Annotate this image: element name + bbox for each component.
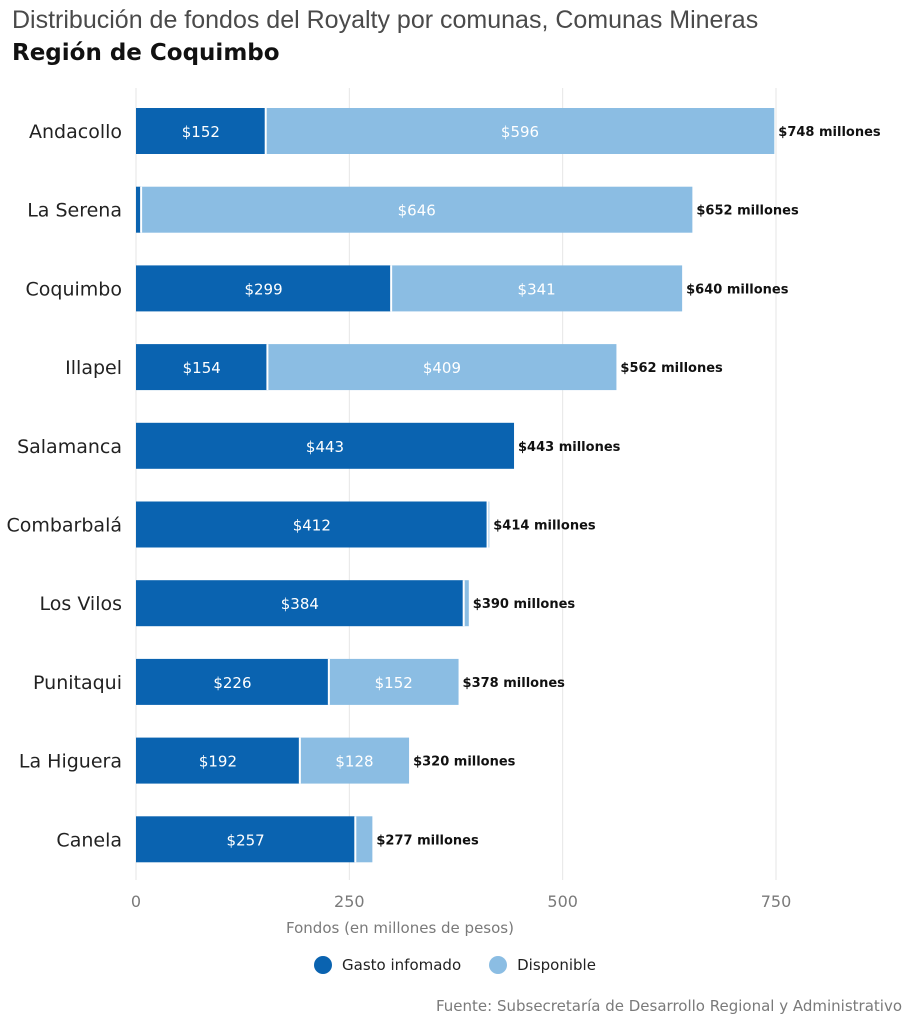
bar-total-label: $378 millones: [463, 676, 566, 691]
chart-subtitle: Región de Coquimbo: [12, 40, 280, 66]
bar-segment: [136, 108, 266, 154]
category-label: La Higuera: [19, 751, 122, 773]
chart-title: Distribución de fondos del Royalty por c…: [12, 6, 759, 34]
bar-segment: [299, 737, 410, 784]
bar-value-label: $154: [183, 359, 221, 377]
bar-total-label: $320 millones: [413, 755, 516, 770]
bar-value-label: $128: [335, 753, 373, 771]
x-tick-label: 750: [761, 892, 792, 911]
legend-item-gasto: Gasto infomado: [314, 956, 461, 974]
bar-value-label: $152: [182, 123, 220, 141]
x-tick-label: 500: [547, 892, 578, 911]
bar-segment: [136, 501, 488, 548]
bar-segment: [463, 580, 469, 627]
bar-segment: [136, 580, 464, 627]
bar-segment: [136, 422, 515, 469]
category-label: Canela: [56, 829, 122, 851]
bar-segment: [136, 344, 268, 391]
bar-total-label: $640 millones: [686, 282, 789, 297]
bar-total-label: $277 millones: [376, 833, 479, 848]
category-label: Illapel: [65, 357, 122, 379]
bar-value-label: $409: [423, 359, 461, 377]
bar-segment: [136, 186, 142, 233]
category-label: Punitaqui: [33, 672, 122, 694]
category-label: Los Vilos: [40, 593, 122, 615]
legend-swatch-gasto: [314, 956, 333, 974]
source-note: Fuente: Subsecretaría de Desarrollo Regi…: [435, 997, 902, 1015]
category-label: Andacollo: [29, 121, 122, 143]
bar-segment: [136, 658, 329, 705]
bar-value-label: $152: [375, 674, 413, 692]
bar-total-label: $443 millones: [518, 440, 621, 455]
bar-segment: [391, 265, 683, 312]
category-label: Coquimbo: [26, 278, 122, 300]
bar-value-label: $192: [199, 753, 237, 771]
bar-value-label: $299: [244, 280, 282, 298]
bar-total-label: $652 millones: [696, 204, 799, 219]
bar-value-label: $646: [398, 202, 436, 220]
legend-label-gasto: Gasto infomado: [342, 956, 462, 974]
bar-total-label: $390 millones: [473, 597, 576, 612]
bar-total-label: $748 millones: [778, 125, 881, 140]
bar-segment: [136, 816, 356, 863]
bar-value-label: $384: [281, 595, 319, 613]
bar-segment: [355, 816, 373, 863]
bar-total-label: $414 millones: [493, 519, 596, 534]
bar-value-label: $341: [518, 280, 556, 298]
legend-item-disponible: Disponible: [489, 956, 596, 974]
x-tick-label: 0: [131, 892, 141, 911]
bar-segment: [328, 658, 459, 705]
bar-segment: [265, 108, 775, 154]
bar-segment: [136, 265, 392, 312]
x-axis-title: Fondos (en millones de pesos): [286, 919, 514, 937]
bar-segment: [136, 737, 300, 784]
bar-value-label: $257: [227, 831, 265, 849]
x-tick-label: 250: [334, 892, 365, 911]
legend-label-disponible: Disponible: [517, 956, 596, 974]
legend: Gasto infomado Disponible: [0, 956, 910, 974]
category-label: Combarbalá: [6, 515, 122, 537]
bar-value-label: $596: [501, 123, 539, 141]
legend-swatch-disponible: [489, 956, 508, 974]
bar-segment: [267, 344, 617, 391]
bar-total-label: $562 millones: [620, 361, 723, 376]
bar-value-label: $412: [293, 517, 331, 535]
bar-value-label: $443: [306, 438, 344, 456]
bar-segment: [141, 186, 693, 233]
category-label: La Serena: [27, 200, 122, 222]
stacked-bar-chart: Andacollo $152 $596 $748 millones La Serena $…: [6, 88, 881, 937]
bar-value-label: $226: [213, 674, 251, 692]
category-label: Salamanca: [17, 436, 122, 458]
